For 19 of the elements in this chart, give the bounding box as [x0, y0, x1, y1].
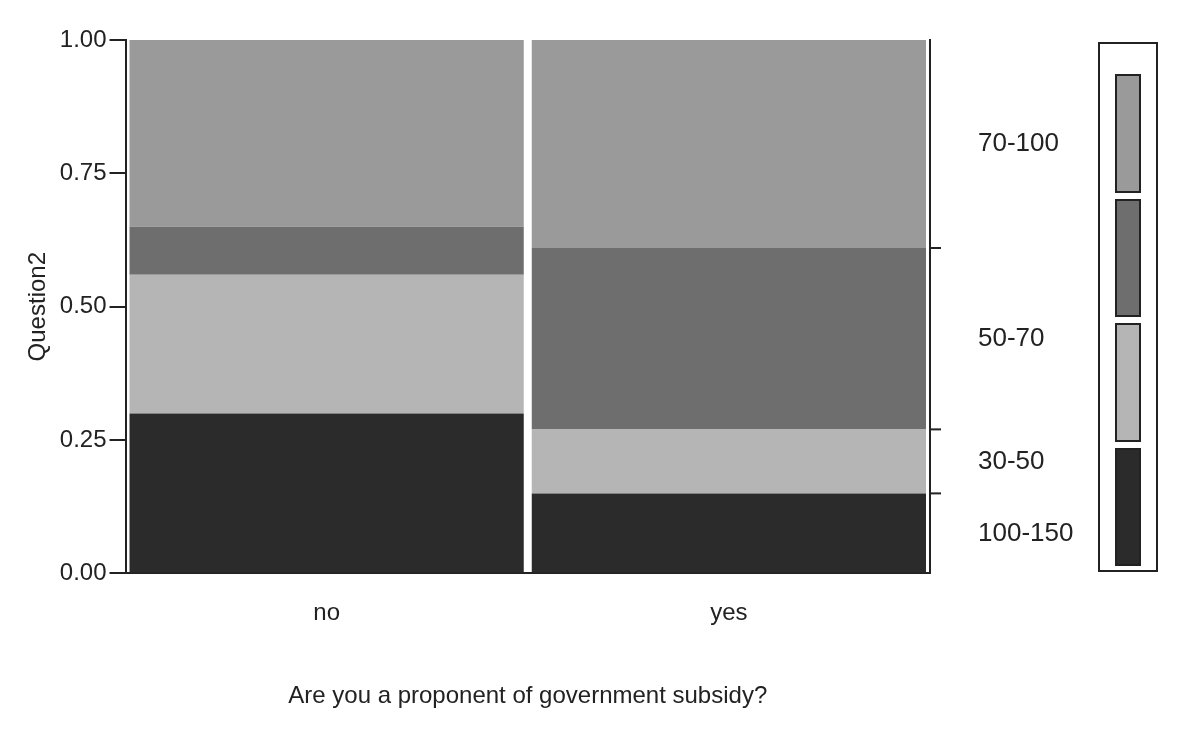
y-tick-label: 0.50: [59, 291, 107, 319]
bar: [129, 274, 524, 414]
x-axis-title: Are you a proponent of government subsidy?: [288, 681, 768, 709]
series-label: 30-50: [978, 444, 1045, 475]
bar: [129, 226, 524, 275]
y-tick-label: 0.75: [59, 157, 107, 185]
series-label: 100-150: [978, 516, 1074, 547]
bar: [531, 248, 926, 430]
y-tick-label: 1.00: [59, 24, 107, 52]
x-tick-label: yes: [710, 598, 748, 626]
bar: [531, 40, 926, 249]
y-tick-label: 0.00: [59, 558, 107, 586]
series-label: 70-100: [978, 127, 1059, 158]
x-tick-label: no: [313, 598, 340, 626]
bar: [531, 429, 926, 494]
y-tick-label: 0.25: [59, 424, 107, 452]
series-label: 50-70: [978, 321, 1045, 352]
bar: [129, 40, 524, 227]
y-axis-title: Question2: [23, 252, 51, 362]
